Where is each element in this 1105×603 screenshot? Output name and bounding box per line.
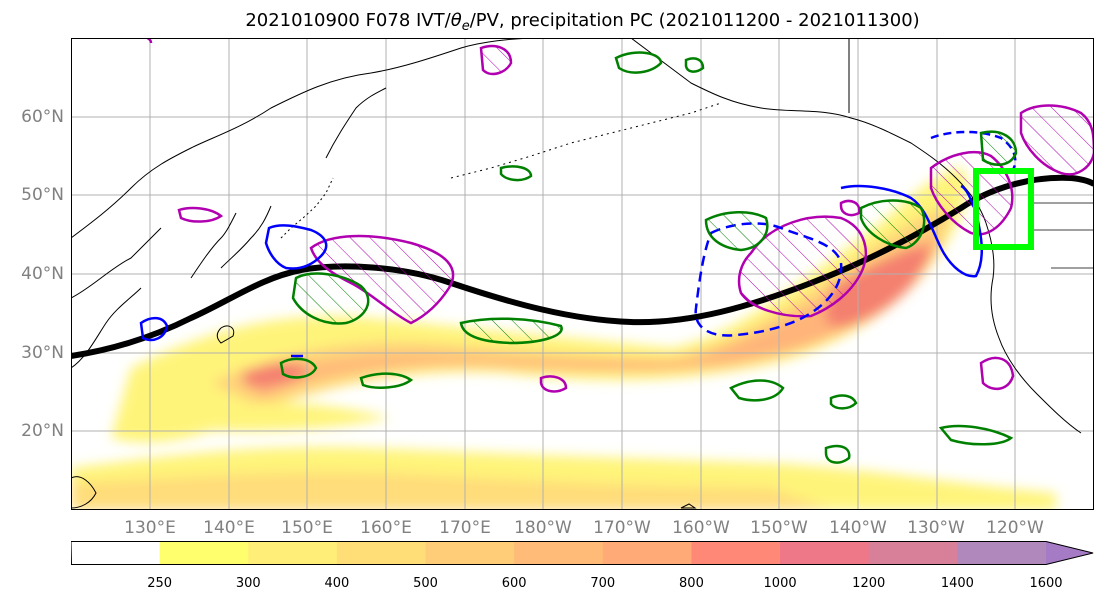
- lon-label-120w: 120°W: [986, 518, 1044, 538]
- colorbar-swatches: [70, 541, 1094, 565]
- ivt-shading: [71, 168, 1056, 510]
- colorbar-tick-label: 400: [324, 576, 350, 591]
- colorbar-swatch: [691, 541, 781, 565]
- pv-positive-contours: [126, 38, 1094, 393]
- lon-label-150w: 150°W: [750, 518, 808, 538]
- target-region-box: [973, 168, 1034, 250]
- precip-contours: [279, 51, 1018, 464]
- lat-label-60: 60°N: [21, 107, 64, 127]
- colorbar-swatch: [780, 541, 870, 565]
- lon-label-140e: 140°E: [203, 518, 255, 538]
- colorbar-swatch: [248, 541, 338, 565]
- figure-title: 2021010900 F078 IVT/θe/PV, precipitation…: [245, 10, 920, 34]
- lat-label-40: 40°N: [21, 264, 64, 284]
- colorbar-swatch: [602, 541, 692, 565]
- lat-label-20: 20°N: [21, 421, 64, 441]
- colorbar-swatch: [336, 541, 427, 565]
- colorbar-tick-label: 1200: [852, 576, 886, 591]
- lon-label-150e: 150°E: [281, 518, 333, 538]
- colorbar-swatch: [868, 541, 958, 565]
- colorbar-swatch: [425, 541, 515, 565]
- lon-label-130e: 130°E: [124, 518, 176, 538]
- colorbar-tick-label: 700: [590, 576, 616, 591]
- colorbar-extension: [1046, 541, 1094, 565]
- colorbar-swatch: [957, 541, 1047, 565]
- colorbar-outline: [70, 541, 1094, 565]
- lon-label-160e: 160°E: [360, 518, 412, 538]
- colorbar-tick-label: 800: [679, 576, 704, 591]
- colorbar-tick-label: 500: [413, 576, 438, 591]
- lon-label-170w: 170°W: [593, 518, 651, 538]
- colorbar-tick-label: 250: [147, 576, 173, 591]
- lon-label-140w: 140°W: [829, 518, 887, 538]
- lon-label-160w: 160°W: [672, 518, 730, 538]
- colorbar-tick-label: 300: [235, 576, 261, 591]
- lon-label-170e: 170°E: [439, 518, 491, 538]
- colorbar-tick-label: 1400: [940, 576, 974, 591]
- colorbar-swatch: [514, 541, 604, 565]
- lat-label-30: 30°N: [21, 343, 64, 363]
- map-panel: [71, 38, 1094, 510]
- colorbar: [70, 541, 1094, 565]
- colorbar-tick-label: 1600: [1029, 576, 1063, 591]
- coastlines: [71, 38, 1082, 509]
- lon-label-180w: 180°W: [514, 518, 572, 538]
- lat-label-50: 50°N: [21, 185, 64, 205]
- borders: [1031, 202, 1094, 269]
- colorbar-tick-label: 1000: [763, 576, 797, 591]
- colorbar-tick-label: 600: [501, 576, 527, 591]
- gridlines: [71, 38, 1094, 510]
- map-canvas: [71, 38, 1094, 510]
- colorbar-swatch: [159, 541, 249, 565]
- colorbar-swatch: [71, 541, 161, 565]
- lon-label-130w: 130°W: [907, 518, 965, 538]
